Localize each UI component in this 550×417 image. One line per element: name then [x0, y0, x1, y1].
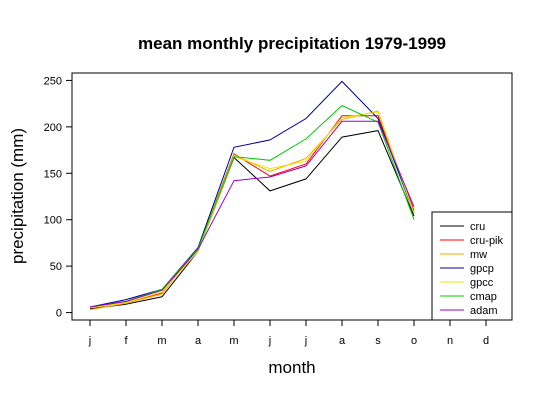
x-tick-label-3: m [157, 335, 166, 347]
x-tick-label-8: a [339, 335, 346, 347]
y-tick-label-200: 200 [44, 122, 62, 134]
x-tick-label-9: s [375, 335, 381, 347]
series-line-cru [89, 130, 415, 310]
y-tick-label-100: 100 [44, 215, 62, 227]
series-line-adam [89, 120, 415, 308]
x-tick-label-4: a [195, 335, 202, 347]
legend-label-gpcp: gpcp [470, 263, 494, 275]
x-tick-label-2: f [124, 335, 128, 347]
legend-label-adam: adam [470, 305, 498, 317]
legend-label-mw: mw [470, 249, 487, 261]
y-tick-label-250: 250 [44, 75, 62, 87]
legend-label-cmap: cmap [470, 291, 497, 303]
x-tick-label-5: m [229, 335, 238, 347]
x-tick-label-1: j [88, 335, 91, 347]
series-line-cmap [89, 104, 415, 308]
plot-frame [71, 72, 513, 321]
x-tick-label-11: n [447, 335, 453, 347]
legend-label-gpcc: gpcc [470, 277, 494, 289]
series-layer [89, 80, 415, 311]
y-axis: 0 50 100 150 200 250 [44, 75, 72, 320]
legend-label-cru-pik: cru-pik [470, 235, 504, 247]
x-tick-label-6: j [268, 335, 271, 347]
y-axis-label: precipitation (mm) [8, 128, 27, 264]
series-line-gpcc [89, 111, 415, 309]
y-tick-label-50: 50 [50, 261, 62, 273]
x-tick-label-10: o [411, 335, 417, 347]
y-tick-label-0: 0 [56, 308, 62, 320]
x-tick-label-12: d [483, 335, 489, 347]
legend-box [431, 211, 513, 321]
series-line-gpcp [89, 80, 415, 308]
x-axis-label: month [268, 358, 315, 377]
legend-label-cru: cru [470, 221, 485, 233]
series-line-cru-pik [89, 115, 415, 309]
chart-title: mean monthly precipitation 1979-1999 [138, 34, 446, 53]
x-tick-label-7: j [304, 335, 307, 347]
legend: cru cru-pik mw gpcp gpcc cmap adam [431, 211, 513, 321]
y-tick-label-150: 150 [44, 168, 62, 180]
series-line-mw [89, 110, 415, 311]
